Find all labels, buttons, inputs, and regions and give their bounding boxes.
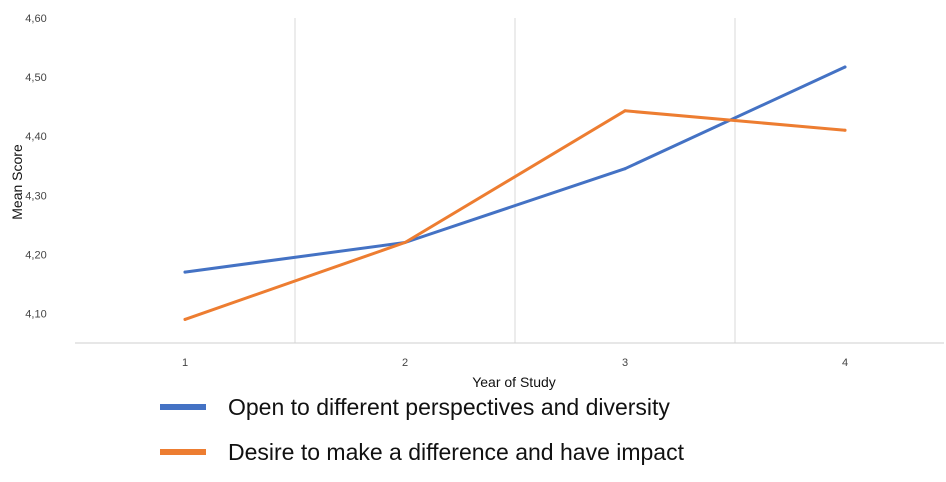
legend-label: Open to different perspectives and diver…	[228, 393, 670, 420]
x-tick-label: 2	[402, 357, 408, 369]
y-tick-label: 4,50	[25, 72, 46, 84]
data-point	[843, 65, 847, 69]
data-point	[623, 109, 627, 113]
data-point	[843, 128, 847, 132]
x-tick-label: 3	[622, 357, 628, 369]
grid-lines	[294, 18, 736, 343]
y-axis-ticks: 4,10 4,20 4,30 4,40 4,50 4,60	[25, 13, 46, 320]
x-axis-title: Year of Study	[472, 374, 556, 390]
legend-label: Desire to make a difference and have imp…	[228, 438, 684, 465]
y-tick-label: 4,40	[25, 131, 46, 143]
x-tick-label: 4	[842, 357, 848, 369]
y-tick-label: 4,20	[25, 249, 46, 261]
legend-swatch-orange	[160, 449, 206, 455]
x-axis-ticks: 1 2 3 4	[182, 357, 848, 369]
series-line-2	[183, 109, 847, 321]
legend: Open to different perspectives and diver…	[160, 392, 684, 482]
series-layer	[183, 65, 847, 321]
data-point	[623, 167, 627, 171]
series-line-1	[183, 65, 847, 274]
y-axis-title: Mean Score	[9, 144, 25, 220]
data-point	[183, 317, 187, 321]
y-tick-label: 4,10	[25, 308, 46, 320]
legend-item-series-2: Desire to make a difference and have imp…	[160, 437, 684, 467]
data-point	[183, 270, 187, 274]
data-point	[403, 241, 407, 244]
y-tick-label: 4,60	[25, 13, 46, 25]
y-tick-label: 4,30	[25, 190, 46, 202]
legend-item-series-1: Open to different perspectives and diver…	[160, 392, 684, 422]
x-tick-label: 1	[182, 357, 188, 369]
line-chart: 4,10 4,20 4,30 4,40 4,50 4,60 1 2 3 4 Year of St…	[9, 13, 944, 390]
legend-swatch-blue	[160, 404, 206, 410]
